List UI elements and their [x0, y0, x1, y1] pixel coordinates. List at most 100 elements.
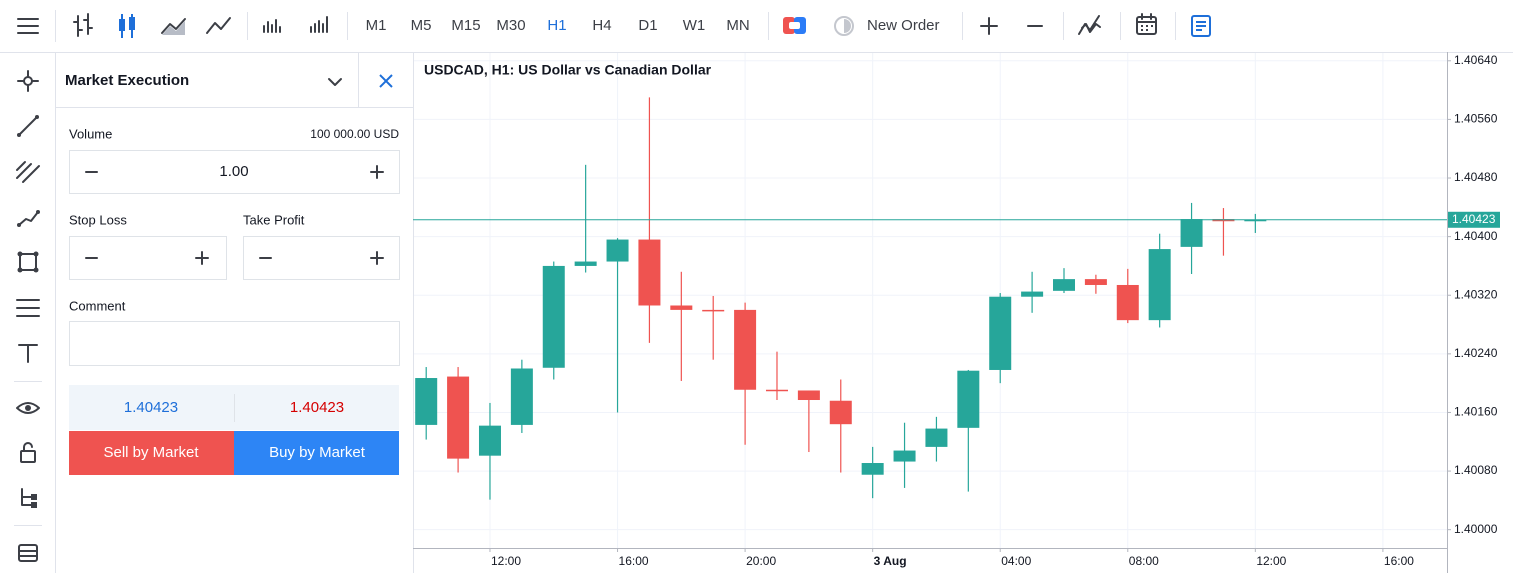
- volume-real-button-part[interactable]: [310, 16, 328, 33]
- timeframe-button[interactable]: M1: [366, 17, 387, 34]
- x-tick-label: 16:00: [1384, 554, 1414, 568]
- shapes-tool-part[interactable]: [17, 251, 23, 257]
- last-price-label: 1.40423: [1452, 212, 1496, 226]
- objects-tree-tool-part[interactable]: [31, 502, 37, 508]
- bars-chart-button[interactable]: [73, 13, 93, 37]
- visibility-tool-part[interactable]: [16, 402, 40, 414]
- area-chart-button[interactable]: [161, 18, 186, 35]
- sell-button[interactable]: [69, 431, 234, 475]
- volume-input[interactable]: [69, 150, 400, 194]
- one-click-toggle[interactable]: [783, 17, 806, 34]
- trendline-tool[interactable]: [17, 115, 39, 137]
- notes-button-part[interactable]: [1196, 21, 1206, 31]
- y-tick-label: 1.40240: [1454, 346, 1498, 360]
- area-chart-button-part[interactable]: [161, 18, 186, 34]
- crosshair-tool-part[interactable]: [23, 76, 33, 86]
- one-click-toggle-part[interactable]: [789, 22, 800, 29]
- crosshair-tool[interactable]: [17, 70, 39, 92]
- volume-ticks-button-part[interactable]: [263, 19, 281, 33]
- comment-input[interactable]: [69, 321, 400, 366]
- trendline-tool-part[interactable]: [18, 116, 38, 136]
- shapes-tool-part[interactable]: [33, 251, 39, 257]
- layers-tool-part[interactable]: [18, 544, 38, 562]
- candle-body: [989, 296, 1012, 370]
- collapse-chevron[interactable]: [328, 78, 342, 86]
- visibility-tool[interactable]: [16, 402, 40, 414]
- lock-tool-part[interactable]: [20, 450, 36, 463]
- calendar-button-part[interactable]: [1141, 25, 1153, 31]
- objects-tree-tool[interactable]: [21, 488, 37, 508]
- volume-real-button[interactable]: [310, 16, 328, 33]
- crosshair-tool-part[interactable]: [17, 70, 39, 92]
- candle-body: [702, 309, 725, 312]
- shapes-tool-part[interactable]: [17, 267, 23, 273]
- sell-button-label[interactable]: Sell by Market: [103, 444, 199, 461]
- new-order-icon-part[interactable]: [844, 19, 851, 33]
- channel-tool[interactable]: [16, 161, 40, 183]
- fib-tool-part[interactable]: [17, 223, 21, 227]
- menu-button-part[interactable]: [17, 18, 39, 34]
- candles-chart-button[interactable]: [119, 14, 135, 38]
- channel-tool-part[interactable]: [16, 161, 40, 183]
- timeframe-button[interactable]: H4: [592, 17, 611, 34]
- area-chart-button-part[interactable]: [162, 21, 185, 35]
- stop-loss-plus[interactable]: [195, 251, 209, 265]
- text-tool-part[interactable]: [18, 344, 38, 363]
- calendar-button-part[interactable]: [1136, 16, 1157, 35]
- trendline-tool-part[interactable]: [35, 115, 39, 119]
- indicators-button-part[interactable]: [1078, 15, 1101, 35]
- visibility-tool-part[interactable]: [25, 405, 31, 411]
- trendline-tool-part[interactable]: [17, 133, 21, 137]
- timeframe-button[interactable]: H1: [547, 17, 566, 34]
- shapes-tool[interactable]: [17, 251, 39, 273]
- close-button[interactable]: [379, 74, 393, 88]
- calendar-button[interactable]: [1136, 13, 1157, 35]
- timeframe-button[interactable]: W1: [683, 17, 706, 34]
- text-tool[interactable]: [18, 344, 38, 363]
- x-tick-label: 20:00: [746, 554, 776, 568]
- fib-tool[interactable]: [17, 210, 40, 227]
- zoom-in-button[interactable]: [980, 17, 998, 35]
- shapes-tool-part[interactable]: [19, 253, 37, 271]
- objects-tree-tool-part[interactable]: [31, 494, 37, 500]
- take-profit-plus[interactable]: [370, 251, 384, 265]
- fib-tool-part[interactable]: [36, 210, 40, 214]
- timeframe-button[interactable]: M15: [451, 17, 480, 34]
- y-tick-label: 1.40560: [1454, 112, 1498, 126]
- menu-button[interactable]: [17, 18, 39, 34]
- new-order-icon[interactable]: [834, 16, 854, 36]
- candle-body: [797, 390, 820, 401]
- lines-tool[interactable]: [16, 299, 40, 317]
- timeframe-button[interactable]: D1: [638, 17, 657, 34]
- new-order-icon-part[interactable]: [834, 16, 854, 36]
- layers-tool-part[interactable]: [18, 550, 38, 557]
- timeframe-button[interactable]: MN: [726, 17, 749, 34]
- candles-chart-button-part[interactable]: [119, 19, 125, 31]
- shapes-tool-part[interactable]: [33, 267, 39, 273]
- indicators-button[interactable]: [1078, 15, 1101, 35]
- layers-tool[interactable]: [18, 544, 38, 562]
- line-chart-button-part[interactable]: [206, 17, 231, 34]
- volume-plus[interactable]: [370, 165, 384, 179]
- buy-button[interactable]: [234, 431, 399, 475]
- calendar-button-part[interactable]: [1136, 13, 1157, 23]
- candles-chart-button-part[interactable]: [129, 17, 135, 30]
- timeframe-button[interactable]: M5: [411, 17, 432, 34]
- volume-ticks-button[interactable]: [263, 19, 281, 33]
- buy-button-label[interactable]: Buy by Market: [269, 444, 366, 461]
- fib-tool-part[interactable]: [18, 211, 39, 226]
- line-chart-button[interactable]: [206, 17, 231, 34]
- candle-body: [1021, 291, 1044, 297]
- lines-tool-part[interactable]: [16, 299, 40, 317]
- notes-button-part[interactable]: [1191, 15, 1211, 37]
- objects-tree-tool-part[interactable]: [21, 488, 33, 506]
- lock-tool[interactable]: [20, 442, 36, 463]
- new-order-label[interactable]: New Order: [867, 17, 940, 34]
- timeframe-button[interactable]: M30: [496, 17, 525, 34]
- zoom-in-button-part[interactable]: [980, 17, 998, 35]
- lock-tool-part[interactable]: [23, 442, 33, 452]
- bars-chart-button-part[interactable]: [73, 13, 93, 37]
- notes-button[interactable]: [1191, 15, 1211, 37]
- candle-body: [1180, 219, 1203, 247]
